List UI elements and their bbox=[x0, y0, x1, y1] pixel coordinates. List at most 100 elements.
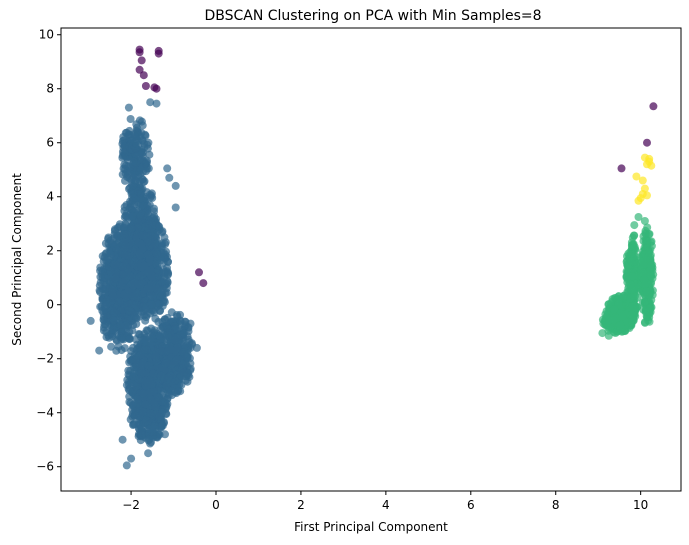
cluster-0-point bbox=[124, 103, 133, 112]
cluster-0-point bbox=[149, 387, 158, 396]
cluster-1-point bbox=[633, 303, 641, 312]
cluster-0-point bbox=[137, 430, 146, 439]
cluster-0-point bbox=[139, 336, 148, 344]
cluster-0-point bbox=[124, 306, 133, 315]
x-tick-label: 0 bbox=[212, 498, 220, 512]
noise-point bbox=[154, 49, 163, 58]
x-tick-label: −2 bbox=[122, 498, 140, 512]
cluster-0-point bbox=[128, 212, 137, 221]
cluster-0-point bbox=[142, 162, 151, 171]
cluster-0-point bbox=[157, 421, 166, 430]
data-points-group bbox=[86, 45, 658, 470]
cluster-1-point bbox=[640, 275, 649, 284]
cluster-0-point bbox=[146, 409, 155, 418]
cluster-0-point bbox=[143, 201, 152, 210]
y-tick-label: 2 bbox=[46, 244, 54, 258]
y-tick-label: 10 bbox=[39, 28, 54, 42]
cluster-0-point bbox=[154, 317, 163, 326]
cluster-0-point bbox=[120, 203, 129, 211]
cluster-0-point bbox=[134, 399, 143, 408]
cluster-0-point bbox=[146, 284, 155, 293]
cluster-1-point bbox=[604, 331, 613, 340]
cluster-0-point bbox=[118, 153, 127, 162]
cluster-1-point bbox=[640, 298, 649, 306]
cluster-0-point bbox=[177, 381, 186, 389]
cluster-1-point bbox=[626, 280, 635, 289]
cluster-0-point bbox=[109, 325, 118, 334]
cluster-0-point bbox=[130, 411, 139, 420]
cluster-0-point bbox=[147, 380, 156, 389]
cluster-0-point bbox=[161, 430, 169, 439]
cluster-0-point bbox=[143, 144, 152, 153]
cluster-0-point bbox=[133, 293, 142, 302]
cluster-0-point bbox=[146, 98, 155, 107]
cluster-0-point bbox=[111, 274, 120, 282]
cluster-0-point bbox=[100, 323, 108, 332]
cluster-0-point bbox=[132, 320, 141, 328]
cluster-1-point bbox=[643, 223, 652, 232]
cluster-0-point bbox=[179, 360, 187, 369]
cluster-0-point bbox=[121, 219, 130, 228]
cluster-0-point bbox=[147, 231, 155, 240]
cluster-0-point bbox=[172, 355, 181, 364]
cluster-0-point bbox=[165, 390, 173, 399]
cluster-2-point bbox=[645, 157, 654, 166]
noise-point bbox=[141, 82, 150, 90]
cluster-0-point bbox=[162, 409, 170, 418]
cluster-1-point bbox=[645, 230, 654, 238]
cluster-0-point bbox=[139, 407, 148, 416]
cluster-2-point bbox=[632, 172, 641, 181]
cluster-1-point bbox=[627, 310, 636, 319]
noise-point bbox=[617, 164, 626, 173]
cluster-0-point bbox=[179, 329, 188, 338]
cluster-0-point bbox=[163, 324, 172, 332]
x-axis-ticks: −2 0 2 4 6 8 10 bbox=[122, 491, 648, 512]
cluster-0-point bbox=[167, 345, 176, 354]
cluster-0-point bbox=[137, 423, 146, 432]
cluster-0-point bbox=[134, 187, 143, 196]
y-axis-label: Second Principal Component bbox=[10, 173, 24, 346]
cluster-0-point bbox=[118, 170, 127, 179]
cluster-0-point bbox=[110, 230, 119, 239]
cluster-0-point bbox=[141, 305, 150, 314]
cluster-0-point bbox=[139, 389, 148, 398]
x-tick-label: 10 bbox=[633, 498, 648, 512]
y-tick-label: −2 bbox=[36, 352, 54, 366]
cluster-0-point bbox=[173, 387, 182, 395]
noise-point bbox=[137, 56, 146, 65]
cluster-0-point bbox=[121, 250, 129, 259]
cluster-0-point bbox=[140, 261, 149, 270]
cluster-0-point bbox=[130, 132, 139, 141]
cluster-2-point bbox=[638, 176, 647, 185]
cluster-0-point bbox=[106, 298, 115, 307]
cluster-0-point bbox=[148, 427, 157, 436]
cluster-0-point bbox=[126, 115, 135, 123]
cluster-0-point bbox=[133, 223, 142, 232]
cluster-0-point bbox=[163, 276, 172, 285]
cluster-1-point bbox=[639, 268, 648, 277]
cluster-0-point bbox=[144, 224, 153, 233]
cluster-0-point bbox=[127, 299, 136, 308]
cluster-2-point bbox=[643, 191, 651, 200]
cluster-1-point bbox=[610, 305, 619, 314]
noise-point bbox=[199, 279, 208, 288]
cluster-0-point bbox=[173, 312, 182, 321]
cluster-0-point bbox=[108, 291, 117, 300]
cluster-1-point bbox=[630, 252, 639, 261]
cluster-2-point bbox=[634, 196, 643, 205]
noise-point bbox=[195, 268, 203, 277]
cluster-0-point bbox=[136, 212, 145, 221]
cluster-0-point bbox=[186, 319, 195, 328]
cluster-0-point bbox=[120, 230, 129, 239]
x-tick-label: 2 bbox=[297, 498, 305, 512]
cluster-0-point bbox=[145, 255, 154, 264]
cluster-0-point bbox=[99, 277, 108, 286]
cluster-1-point bbox=[641, 318, 649, 327]
cluster-0-point bbox=[150, 204, 158, 213]
noise-point bbox=[135, 48, 144, 57]
cluster-0-point bbox=[151, 221, 160, 230]
cluster-0-point bbox=[118, 139, 127, 148]
cluster-0-point bbox=[144, 138, 153, 147]
cluster-0-point bbox=[182, 341, 191, 350]
